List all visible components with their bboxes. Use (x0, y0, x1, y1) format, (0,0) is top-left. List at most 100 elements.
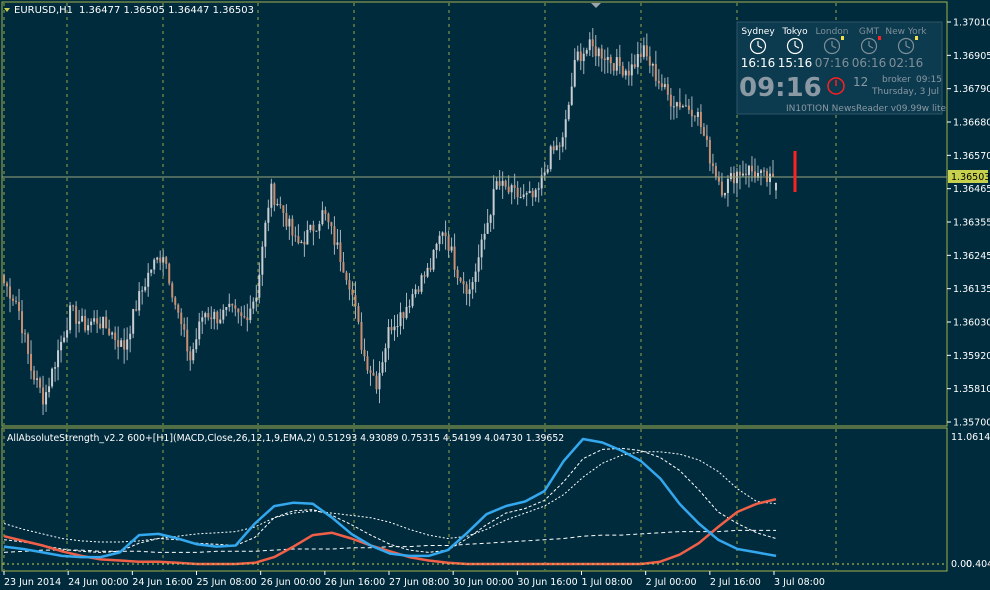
candle-body (627, 70, 630, 76)
candle-body (663, 84, 666, 88)
candle-body (141, 290, 144, 292)
candle-body (384, 348, 387, 363)
clock-face-icon (786, 37, 804, 55)
time-axis-label: 30 Jun 00:00 (453, 577, 513, 588)
candle-body (117, 340, 120, 347)
candle-body (279, 204, 282, 206)
candle-body (177, 304, 180, 313)
candle-body (474, 271, 477, 283)
candle-body (762, 170, 765, 172)
candle-body (492, 189, 495, 216)
candle-body (609, 57, 612, 64)
candle-body (105, 316, 108, 329)
candle-body (294, 235, 297, 237)
candle-body (132, 309, 135, 334)
time-axis-label: 24 Jun 00:00 (68, 577, 128, 588)
candle-body (504, 180, 507, 187)
candle-body (459, 277, 462, 282)
candle-body (84, 315, 87, 331)
clock-city-time: 15:16 (778, 56, 813, 70)
candle-body (27, 334, 30, 354)
candle-body (162, 257, 165, 263)
candle-body (453, 246, 456, 270)
current-price-label: 1.36503 (951, 172, 990, 183)
clock-face-icon (823, 37, 841, 55)
candle-body (342, 262, 345, 273)
candle-body (618, 57, 621, 66)
candle-body (438, 235, 441, 245)
clock-face-icon (897, 37, 915, 55)
candle-body (549, 146, 552, 170)
candle-body (15, 300, 18, 302)
candle-body (300, 241, 303, 244)
candle-body (354, 295, 357, 307)
candle-body (543, 172, 546, 176)
price-axis-label: 1.35700 (953, 418, 990, 429)
time-axis-label: 3 Jul 08:00 (774, 577, 825, 588)
candle-body (519, 196, 522, 198)
candle-body (708, 139, 711, 164)
candle-body (399, 312, 402, 327)
time-axis-label: 27 Jun 08:00 (389, 577, 449, 588)
candle-body (171, 283, 174, 298)
candle-body (615, 57, 618, 71)
candle-body (69, 305, 72, 331)
candle-body (309, 224, 312, 230)
candle-body (327, 213, 330, 223)
candle-body (330, 222, 333, 227)
candle-body (528, 190, 531, 194)
candle-body (93, 318, 96, 322)
symbol-menu-arrow[interactable] (4, 8, 10, 12)
candle-body (672, 106, 675, 108)
candle-body (759, 170, 762, 173)
time-axis-label: 25 Jun 08:00 (197, 577, 257, 588)
clock-city-time: 16:16 (741, 56, 776, 70)
candle-body (321, 210, 324, 225)
chart-shift-marker[interactable] (591, 3, 601, 8)
candle-body (432, 249, 435, 270)
candle-body (444, 232, 447, 237)
candle-body (45, 392, 48, 405)
candlestick-series (3, 28, 777, 415)
price-axis-label: 1.36790 (953, 84, 990, 95)
candle-body (483, 233, 486, 240)
candle-body (345, 272, 348, 281)
candle-body (165, 257, 168, 264)
candle-body (775, 182, 777, 191)
clock-city-name: Tokyo (781, 27, 808, 37)
session-indicator (841, 36, 844, 40)
candle-body (339, 242, 342, 263)
time-axis-label: 26 Jun 16:00 (325, 577, 385, 588)
candle-body (396, 326, 399, 328)
candle-body (756, 172, 759, 178)
candle-body (243, 316, 246, 318)
price-axis-label: 1.35810 (953, 384, 990, 395)
clock-city-time: 07:16 (815, 56, 850, 70)
candle-body (111, 332, 114, 335)
candle-body (288, 218, 291, 227)
clock-city-name: New York (885, 27, 927, 37)
candle-body (393, 326, 396, 331)
candle-body (561, 137, 564, 147)
candle-body (291, 218, 294, 236)
candle-body (156, 257, 159, 260)
price-axis-label: 1.36135 (953, 284, 990, 295)
candle-body (420, 275, 423, 292)
clock-city-name: London (816, 27, 849, 37)
candle-body (120, 340, 123, 347)
candle-body (450, 246, 453, 251)
clock-city-name: GMT (859, 27, 880, 37)
candle-body (315, 230, 318, 232)
candle-body (732, 173, 735, 184)
candle-body (666, 84, 669, 95)
candle-body (108, 328, 111, 335)
candle-body (447, 236, 450, 251)
candle-body (642, 45, 645, 57)
candle-body (348, 280, 351, 290)
candle-body (87, 325, 90, 331)
candle-body (249, 308, 252, 321)
candle-body (630, 64, 633, 76)
price-axis-label: 1.36030 (953, 318, 990, 329)
